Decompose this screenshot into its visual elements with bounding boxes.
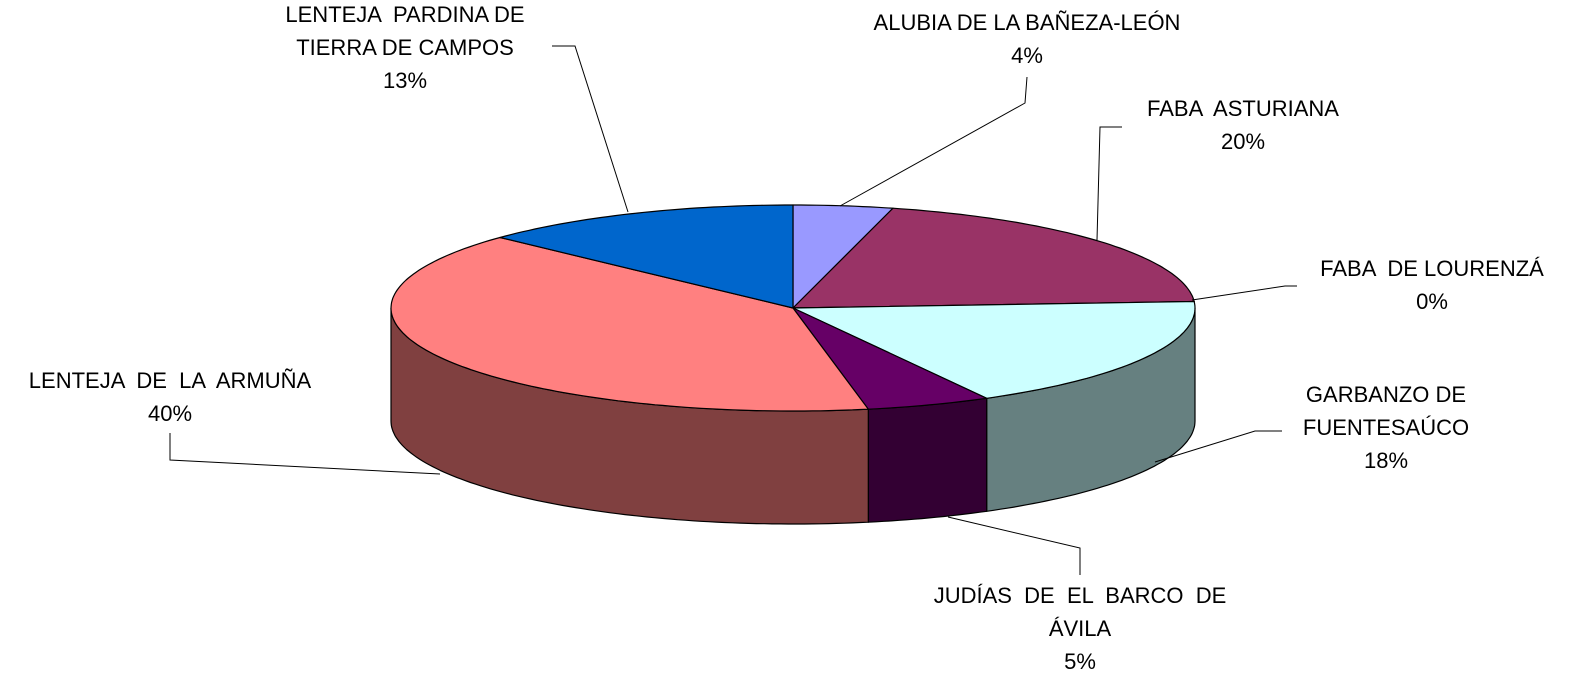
slice — [499, 204, 794, 309]
value-label: 40% — [148, 401, 192, 426]
leader-line — [839, 76, 1028, 207]
value-label: 0% — [1416, 289, 1448, 314]
leader-line — [1154, 430, 1282, 463]
leader-line — [1096, 126, 1122, 241]
slice-side — [867, 397, 988, 523]
value-label: 5% — [1064, 649, 1096, 674]
leader-line — [552, 45, 629, 213]
category-label: LENTEJA DE LA ARMUÑA — [29, 368, 312, 393]
slice — [792, 307, 988, 410]
slice — [390, 236, 869, 412]
leader-line — [1191, 285, 1297, 301]
value-label: 20% — [1221, 129, 1265, 154]
value-label: 18% — [1364, 448, 1408, 473]
category-label: FABA ASTURIANA — [1147, 96, 1339, 121]
value-label: 13% — [383, 68, 427, 93]
category-label: JUDÍAS DE EL BARCO DE ÁVILA — [934, 583, 1227, 641]
slice — [792, 207, 1195, 309]
category-label: ALUBIA DE LA BAÑEZA-LEÓN — [874, 10, 1181, 35]
leader-line — [947, 516, 1081, 575]
category-label: GARBANZO DE FUENTESAÚCO — [1303, 382, 1469, 440]
leader-line — [169, 433, 441, 475]
value-label: 4% — [1011, 43, 1043, 68]
category-label: LENTEJA PARDINA DE TIERRA DE CAMPOS — [285, 2, 524, 60]
slice — [792, 300, 1196, 399]
category-label: FABA DE LOURENZÁ — [1320, 256, 1544, 281]
